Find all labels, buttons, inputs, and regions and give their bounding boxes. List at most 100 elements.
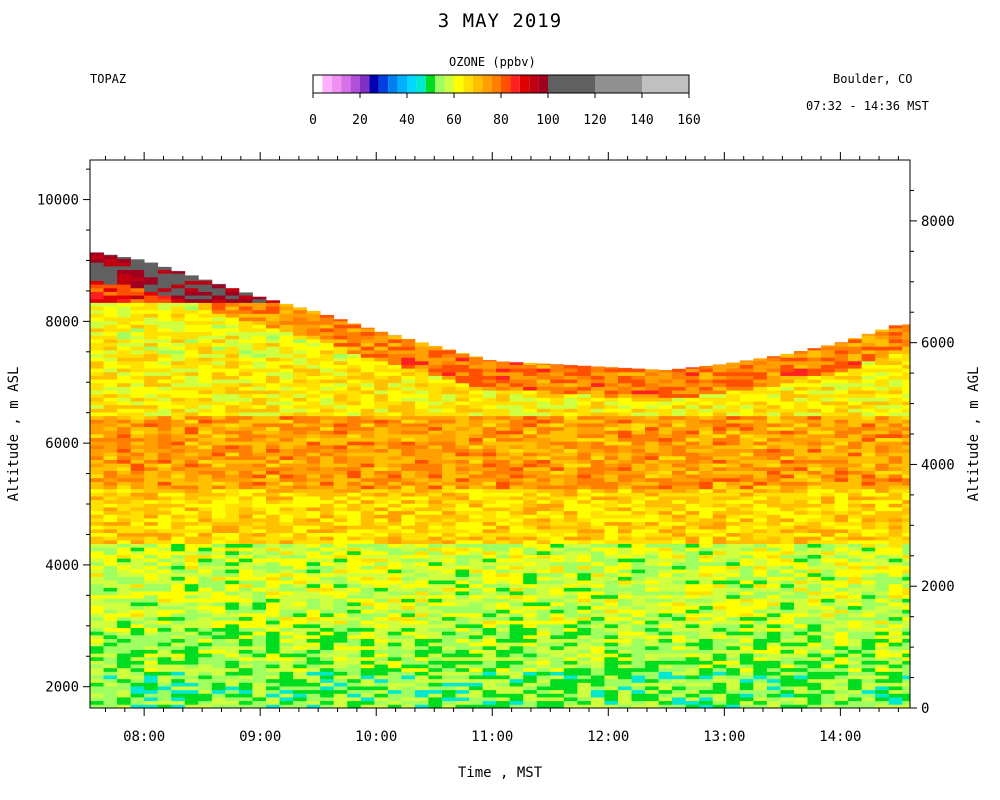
heatmap-cell (469, 474, 483, 479)
heatmap-cell (523, 638, 538, 643)
heatmap-cell (117, 477, 132, 482)
colorbar-swatch (548, 75, 595, 93)
heatmap-cell (130, 302, 145, 307)
heatmap-cell (441, 474, 456, 479)
heatmap-cell (360, 360, 375, 365)
heatmap-cell (672, 583, 687, 588)
heatmap-cell (604, 499, 619, 504)
heatmap-cell (645, 602, 659, 607)
heatmap-cell (469, 477, 483, 482)
heatmap-cell (306, 503, 321, 508)
heatmap-cell (563, 631, 578, 636)
heatmap-cell (90, 397, 104, 402)
heatmap-cell (157, 441, 172, 446)
heatmap-cell (536, 419, 551, 424)
heatmap-cell (333, 678, 348, 683)
heatmap-cell (144, 693, 159, 698)
heatmap-cell (144, 371, 159, 376)
heatmap-cell (455, 441, 470, 446)
heatmap-cell (184, 284, 199, 289)
heatmap-cell (604, 616, 619, 621)
heatmap-cell (455, 426, 470, 431)
heatmap-cell (347, 339, 362, 344)
heatmap-cell (523, 430, 538, 435)
heatmap-cell (252, 470, 267, 475)
heatmap-cell (496, 361, 511, 365)
heatmap-cell (198, 448, 213, 453)
heatmap-cell (360, 686, 375, 691)
heatmap-cell (90, 653, 104, 658)
heatmap-cell (401, 338, 416, 340)
heatmap-cell (171, 518, 186, 523)
heatmap-cell (550, 379, 565, 384)
heatmap-cell (604, 481, 619, 486)
heatmap-cell (482, 547, 497, 552)
heatmap-cell (617, 580, 632, 585)
heatmap-cell (157, 342, 172, 347)
heatmap-cell (577, 397, 592, 402)
heatmap-cell (455, 455, 470, 460)
heatmap-cell (428, 426, 443, 431)
heatmap-cell (306, 481, 321, 486)
heatmap-cell (414, 364, 429, 369)
heatmap-cell (130, 390, 145, 395)
heatmap-cell (333, 430, 348, 435)
heatmap-cell (103, 448, 118, 453)
heatmap-cell (414, 667, 429, 672)
heatmap-cell (414, 572, 429, 577)
heatmap-cell (631, 642, 646, 647)
heatmap-cell (117, 335, 132, 340)
heatmap-cell (563, 507, 578, 512)
heatmap-cell (360, 328, 375, 333)
heatmap-cell (374, 492, 389, 497)
heatmap-cell (550, 492, 565, 497)
heatmap-cell (604, 653, 619, 658)
heatmap-cell (387, 485, 402, 490)
heatmap-cell (645, 379, 659, 384)
colorbar-swatch (425, 75, 436, 93)
heatmap-cell (428, 390, 443, 395)
heatmap-cell (645, 569, 659, 574)
heatmap-cell (658, 653, 673, 658)
heatmap-cell (306, 580, 321, 585)
heatmap-cell (658, 371, 673, 376)
heatmap-cell (279, 503, 294, 508)
heatmap-cell (130, 627, 145, 632)
heatmap-cell (117, 265, 132, 270)
heatmap-cell (577, 602, 592, 607)
heatmap-cell (672, 649, 687, 654)
heatmap-cell (699, 609, 714, 614)
heatmap-cell (496, 547, 511, 552)
heatmap-cell (198, 558, 213, 563)
heatmap-cell (211, 320, 226, 325)
heatmap-cell (617, 496, 632, 501)
heatmap-cell (265, 554, 280, 559)
heatmap-cell (509, 386, 524, 391)
heatmap-cell (590, 477, 605, 482)
heatmap-cell (645, 499, 659, 504)
heatmap-cell (577, 671, 592, 676)
heatmap-cell (333, 671, 348, 676)
heatmap-cell (238, 470, 253, 475)
heatmap-cell (374, 667, 389, 672)
heatmap-cell (184, 419, 199, 424)
heatmap-cell (279, 521, 294, 526)
heatmap-cell (387, 390, 402, 395)
heatmap-cell (252, 346, 267, 351)
heatmap-cell (144, 686, 159, 691)
heatmap-cell (631, 412, 646, 417)
heatmap-cell (617, 514, 632, 519)
heatmap-cell (103, 488, 118, 493)
heatmap-cell (672, 412, 687, 417)
heatmap-cell (401, 616, 416, 621)
heatmap-cell (90, 514, 104, 519)
heatmap-cell (90, 645, 104, 650)
heatmap-cell (252, 664, 267, 669)
heatmap-cell (414, 375, 429, 380)
heatmap-cell (211, 291, 226, 296)
heatmap-cell (617, 613, 632, 618)
heatmap-cell (672, 689, 687, 694)
heatmap-cell (509, 393, 524, 398)
heatmap-cell (469, 689, 483, 694)
heatmap-cell (699, 525, 714, 530)
